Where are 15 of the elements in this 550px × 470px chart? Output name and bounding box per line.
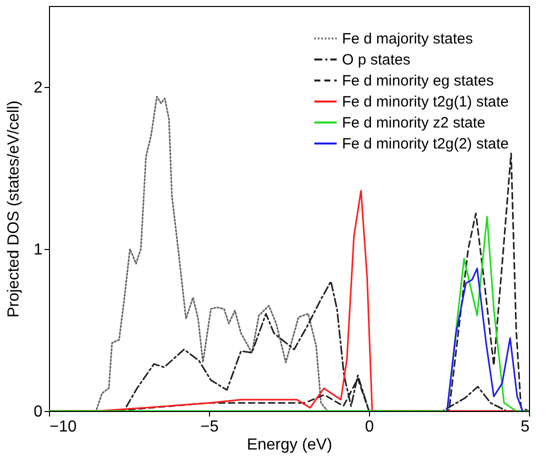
y-tick-label: 2 [34, 80, 43, 96]
y-tick-label: 0 [34, 404, 43, 420]
x-axis-title: Energy (eV) [246, 436, 332, 454]
x-tick-label: 5 [520, 418, 530, 436]
legend-label: Fe d majority states [342, 30, 473, 48]
x-tick-label: −10 [50, 418, 77, 436]
legend-label: O p states [342, 52, 410, 68]
legend-label: Fe d minority t2g(2) state [342, 136, 509, 152]
y-tick-label: 1 [34, 242, 43, 258]
legend-label: Fe d minority eg states [342, 72, 494, 90]
x-tick-label: −5 [200, 418, 219, 436]
y-axis-title: Projected DOS (states/eV/cell) [6, 100, 23, 318]
legend-label: Fe d minority z2 state [342, 114, 486, 132]
legend-label: Fe d minority t2g(1) state [342, 94, 509, 110]
x-tick-label: 0 [365, 418, 374, 436]
